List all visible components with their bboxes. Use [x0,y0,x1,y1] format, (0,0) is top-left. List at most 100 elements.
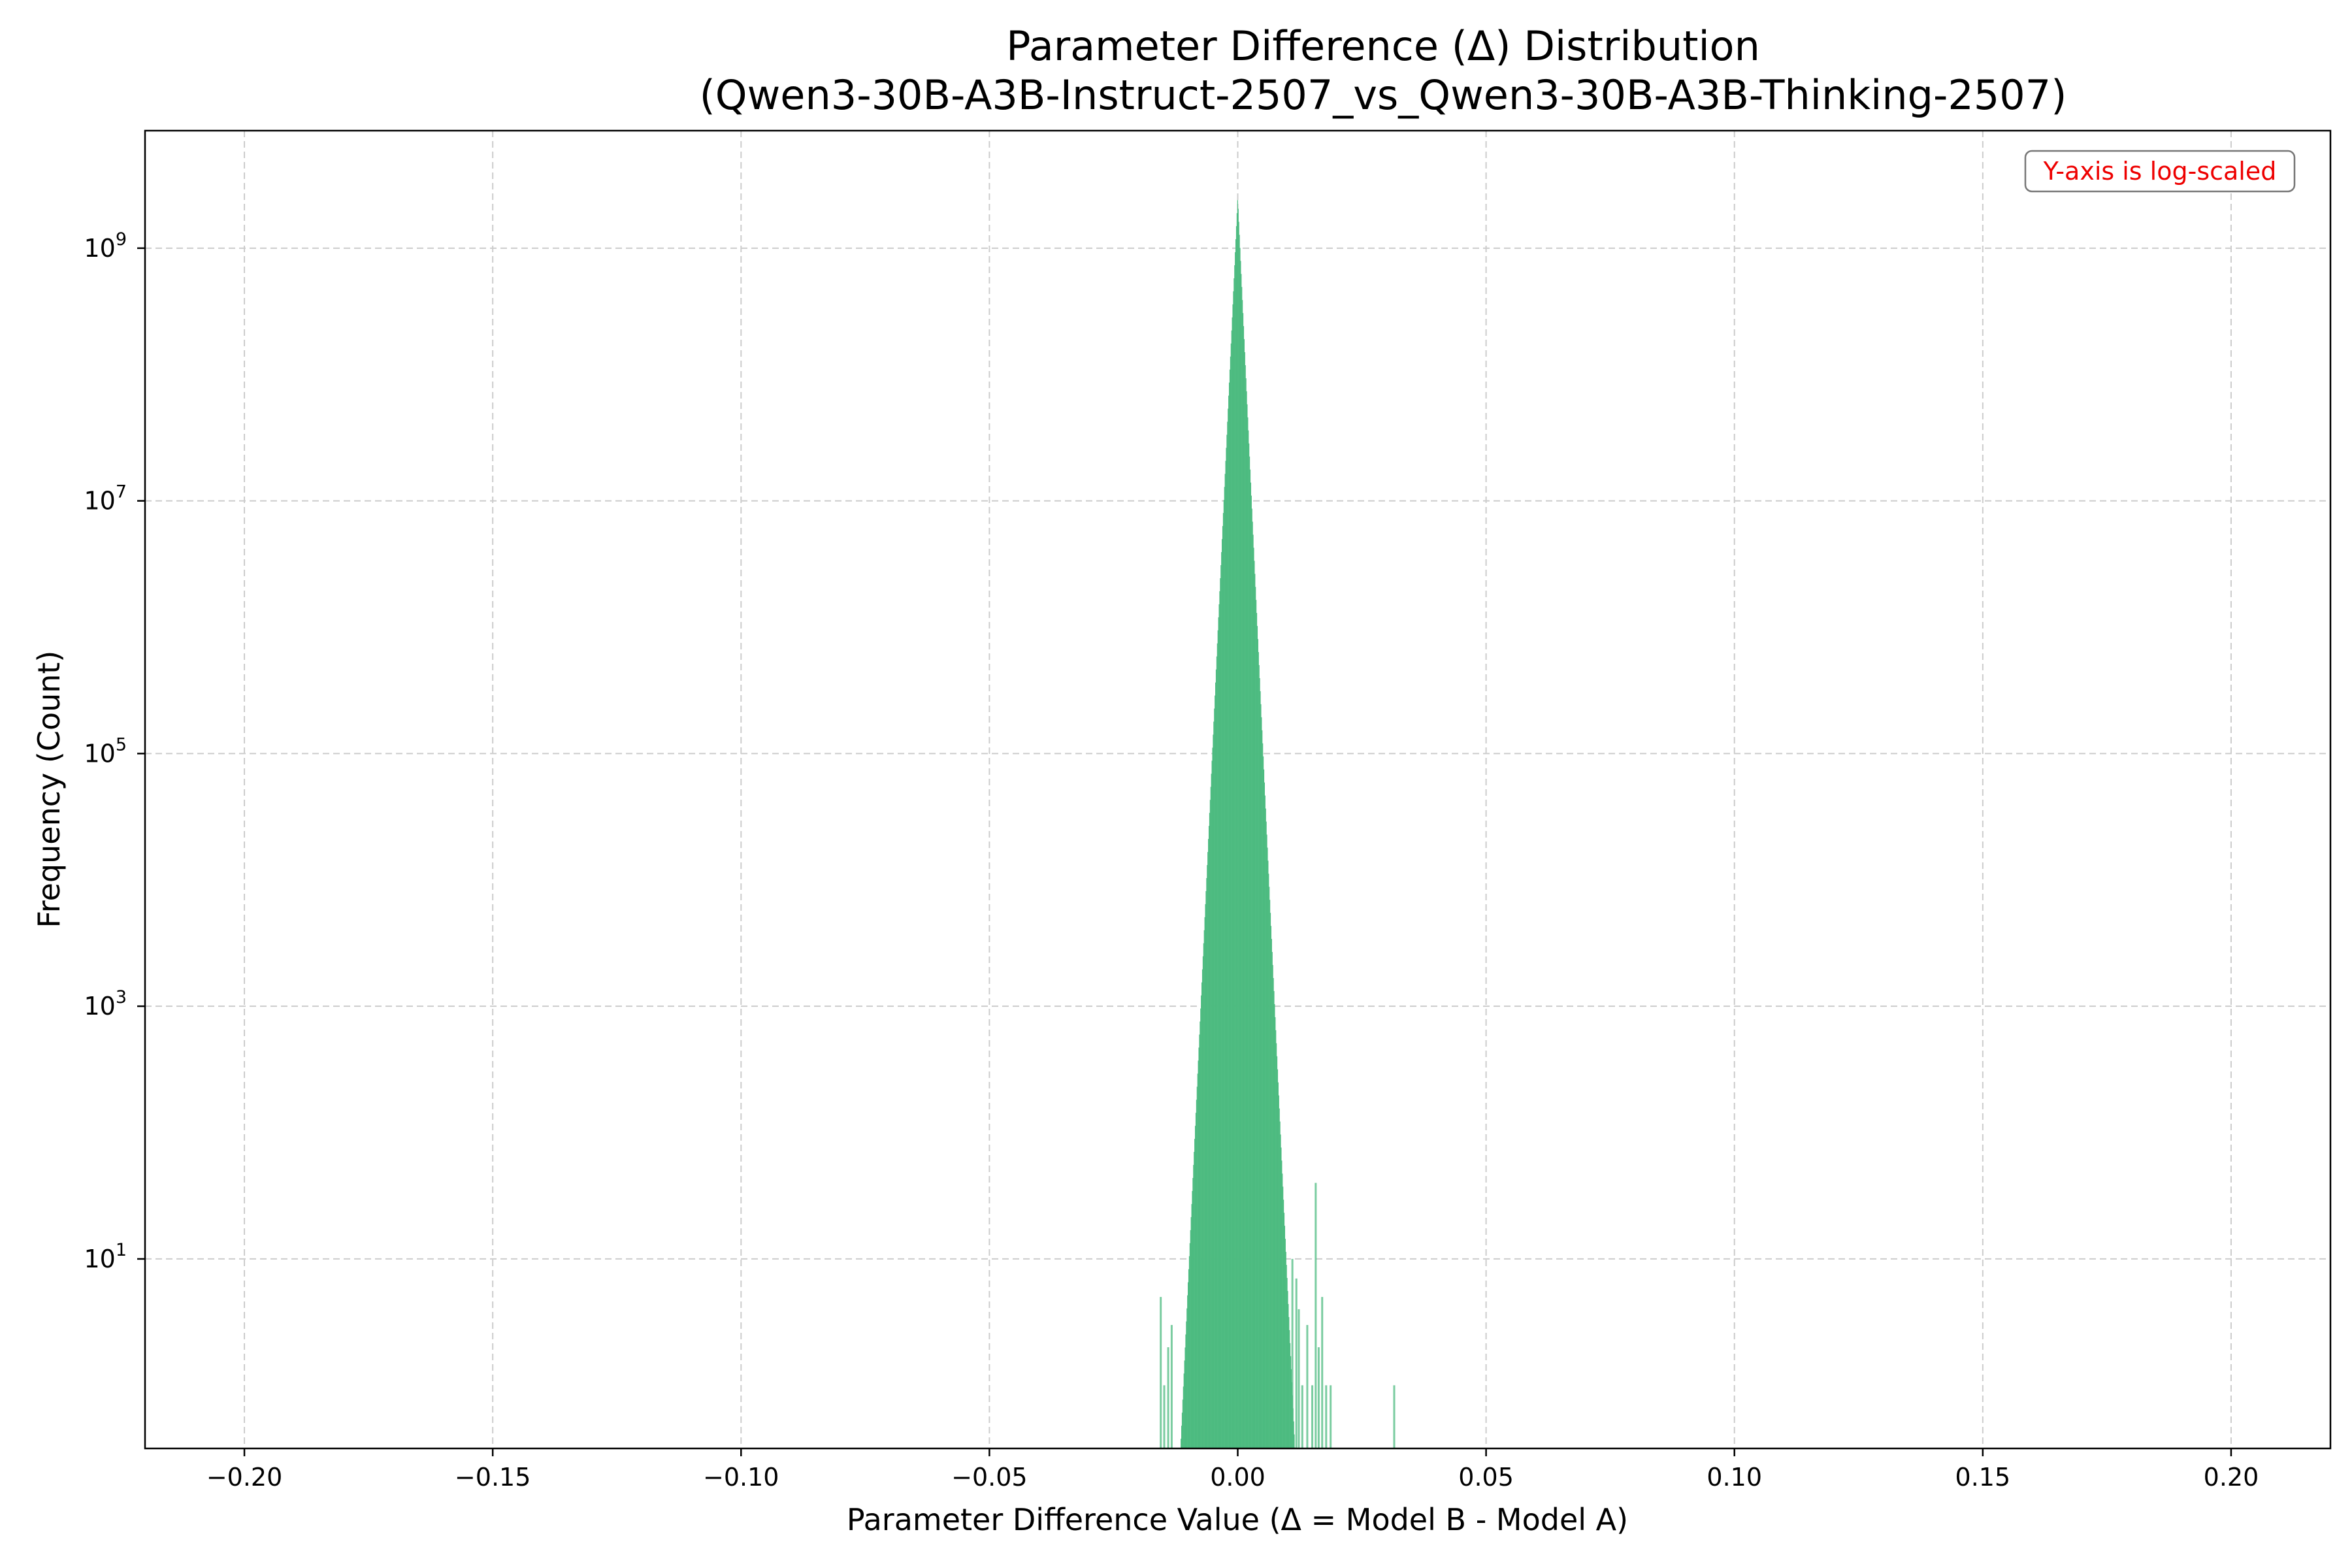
histogram-bar-4 [1183,1386,1184,1448]
histogram-bar-144 [1266,834,1267,1448]
histogram-bar-27 [1196,1086,1198,1448]
x-tick-label-6: 0.10 [1707,1463,1762,1492]
histogram-bar-131 [1258,665,1260,1449]
histogram-bar-167 [1280,1134,1281,1448]
chart-title: Parameter Difference (Δ) Distribution [1006,22,1760,70]
histogram-bar-26 [1196,1100,1198,1448]
histogram-bar-6 [1184,1360,1185,1448]
histogram-bar-36 [1201,969,1203,1448]
histogram-bar-118 [1250,495,1252,1449]
histogram-bar-38 [1203,943,1204,1448]
y-tick-label-0: 101 [84,1240,127,1273]
histogram-bar-65 [1219,591,1220,1448]
outlier-bar-207 [1393,1385,1396,1448]
histogram-bar-39 [1203,930,1205,1448]
histogram-bar-95 [1237,200,1238,1448]
histogram-bar-120 [1252,521,1253,1449]
histogram-bar-58 [1215,682,1217,1448]
histogram-bar-24 [1194,1126,1196,1448]
histogram-bar-137 [1262,743,1264,1448]
histogram-bar-89 [1233,278,1235,1448]
histogram-bar-157 [1274,1004,1275,1448]
log-scale-note: Y-axis is log-scaled [2024,150,2296,193]
histogram-bar-103 [1242,300,1243,1449]
histogram-bar-73 [1224,487,1225,1448]
histogram-bar-115 [1249,456,1250,1449]
histogram-bar-160 [1276,1043,1277,1448]
y-axis-ticks: 101 103 105 107 109 [84,229,145,1273]
histogram-bar-67 [1220,565,1222,1448]
histogram-bar-156 [1273,990,1275,1448]
histogram-bar-45 [1207,852,1209,1448]
histogram-bar-61 [1217,643,1218,1448]
histogram-bar-1 [1181,1426,1183,1448]
outlier-bar-202 [1315,1183,1317,1448]
histogram-bar-112 [1247,417,1249,1449]
histogram-bar-51 [1211,774,1212,1448]
histogram-bar-53 [1212,747,1213,1448]
histogram-bar-21 [1193,1165,1194,1448]
x-tick-label-2: −0.10 [703,1463,779,1492]
histogram-bar-165 [1279,1108,1280,1448]
histogram-bar-70 [1222,526,1224,1448]
histogram-bar-171 [1282,1186,1284,1448]
outlier-bar-205 [1325,1385,1328,1448]
histogram-bar-11 [1187,1295,1188,1448]
x-tick-label-7: 0.15 [1955,1463,2011,1492]
histogram-bar-130 [1258,652,1259,1449]
histogram-bar-77 [1226,434,1228,1448]
histogram-bar-159 [1275,1030,1277,1448]
histogram-bar-134 [1260,704,1262,1448]
histogram-bar-125 [1255,587,1256,1449]
histogram-bar-33 [1200,1008,1201,1448]
histogram-bar-80 [1228,395,1230,1448]
histogram-bar-64 [1218,604,1220,1448]
histogram-bar-172 [1282,1200,1284,1448]
histogram-bars [1160,200,1396,1449]
histogram-bar-150 [1269,913,1271,1448]
x-tick-label-3: −0.05 [951,1463,1027,1492]
histogram-bar-74 [1224,474,1226,1448]
outlier-bar-204 [1321,1297,1324,1448]
x-tick-label-4: 0.00 [1210,1463,1266,1492]
histogram-bar-117 [1250,482,1252,1449]
histogram-bar-29 [1198,1060,1199,1448]
histogram-bar-92 [1235,239,1237,1448]
histogram-bar-14 [1188,1256,1190,1448]
histogram-bar-140 [1264,782,1266,1448]
histogram-bar-178 [1286,1278,1288,1448]
x-tick-label-0: −0.20 [206,1463,282,1492]
histogram-bar-109 [1245,378,1247,1449]
chart-subtitle: (Qwen3-30B-A3B-Instruct-2507_vs_Qwen3-30… [700,71,2067,119]
histogram-bar-110 [1246,391,1247,1449]
histogram-bar-2 [1181,1413,1183,1448]
histogram-bar-175 [1284,1239,1286,1448]
histogram-bar-143 [1266,821,1267,1448]
x-axis-label: Parameter Difference Value (Δ = Model B … [847,1502,1628,1537]
histogram-bar-59 [1215,669,1217,1448]
log-scale-note-text: Y-axis is log-scaled [2043,157,2277,186]
histogram-bar-121 [1252,534,1254,1449]
histogram-bar-56 [1214,708,1215,1448]
histogram-bar-146 [1267,860,1269,1448]
histogram-bar-106 [1243,339,1245,1448]
histogram-bar-78 [1227,421,1228,1448]
histogram-bar-152 [1271,939,1272,1448]
histogram-bar-127 [1256,613,1258,1449]
histogram-bar-17 [1190,1217,1192,1448]
histogram-bar-182 [1289,1330,1290,1448]
x-tick-label-8: 0.20 [2204,1463,2259,1492]
histogram-bar-8 [1185,1334,1186,1448]
y-tick-label-3: 107 [84,482,127,515]
outlier-bar-200 [1306,1325,1309,1448]
histogram-bar-169 [1281,1160,1282,1448]
histogram-bar-16 [1190,1230,1191,1448]
histogram-bar-23 [1194,1139,1196,1448]
histogram-bar-93 [1235,226,1237,1448]
histogram-bar-177 [1286,1265,1287,1448]
histogram-bar-48 [1209,813,1211,1448]
y-tick-label-1: 103 [84,987,127,1021]
histogram-bar-83 [1230,356,1232,1448]
x-tick-label-1: −0.15 [455,1463,531,1492]
histogram-bar-179 [1287,1290,1288,1448]
